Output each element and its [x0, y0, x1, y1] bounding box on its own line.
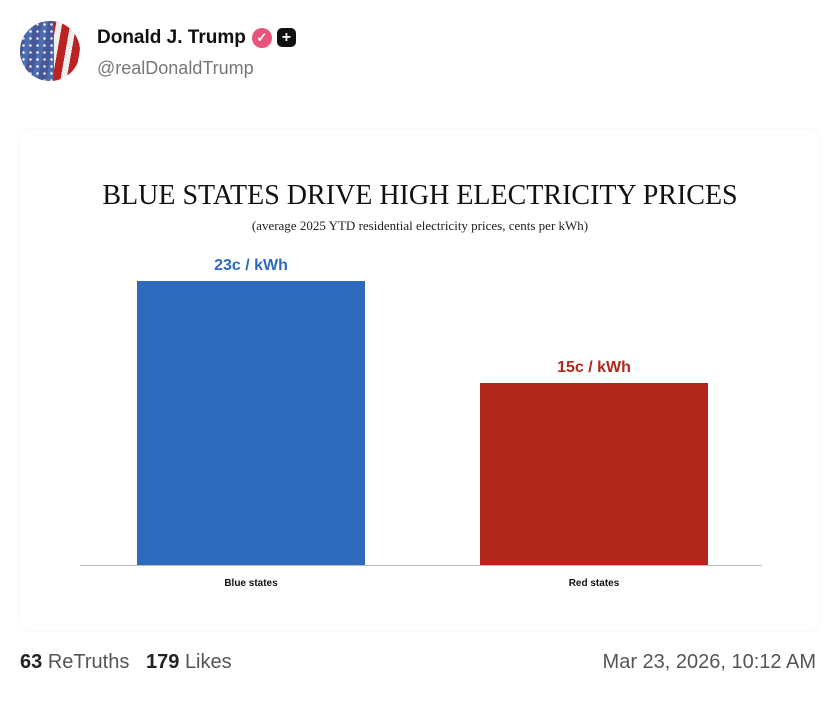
chart-title: BLUE STATES DRIVE HIGH ELECTRICITY PRICE…	[102, 180, 738, 211]
timestamp[interactable]: Mar 23, 2026, 10:12 AM	[602, 651, 816, 673]
data-label: 15c / kWh	[557, 359, 631, 377]
x-tick-label: Blue states	[224, 578, 278, 589]
retruths-label[interactable]: ReTruths	[47, 651, 130, 673]
bar-0	[137, 281, 365, 565]
author-name[interactable]: Donald J. Trump	[97, 27, 246, 48]
engagement-stats: 63 ReTruths 179 Likes	[20, 651, 232, 674]
chart-subtitle: (average 2025 YTD residential electricit…	[251, 218, 589, 233]
likes-count: 179	[146, 651, 180, 673]
plus-icon: +	[276, 28, 296, 47]
verified-badge-icon: ✓	[251, 28, 272, 48]
data-label: 23c / kWh	[214, 257, 288, 275]
bar-1	[480, 383, 708, 565]
x-axis-line	[80, 565, 762, 566]
author-handle[interactable]: @realDonaldTrump	[97, 58, 254, 78]
x-tick-label: Red states	[568, 578, 620, 589]
retruths-count: 63	[20, 651, 43, 673]
likes-label[interactable]: Likes	[184, 651, 232, 673]
avatar[interactable]	[20, 21, 80, 81]
